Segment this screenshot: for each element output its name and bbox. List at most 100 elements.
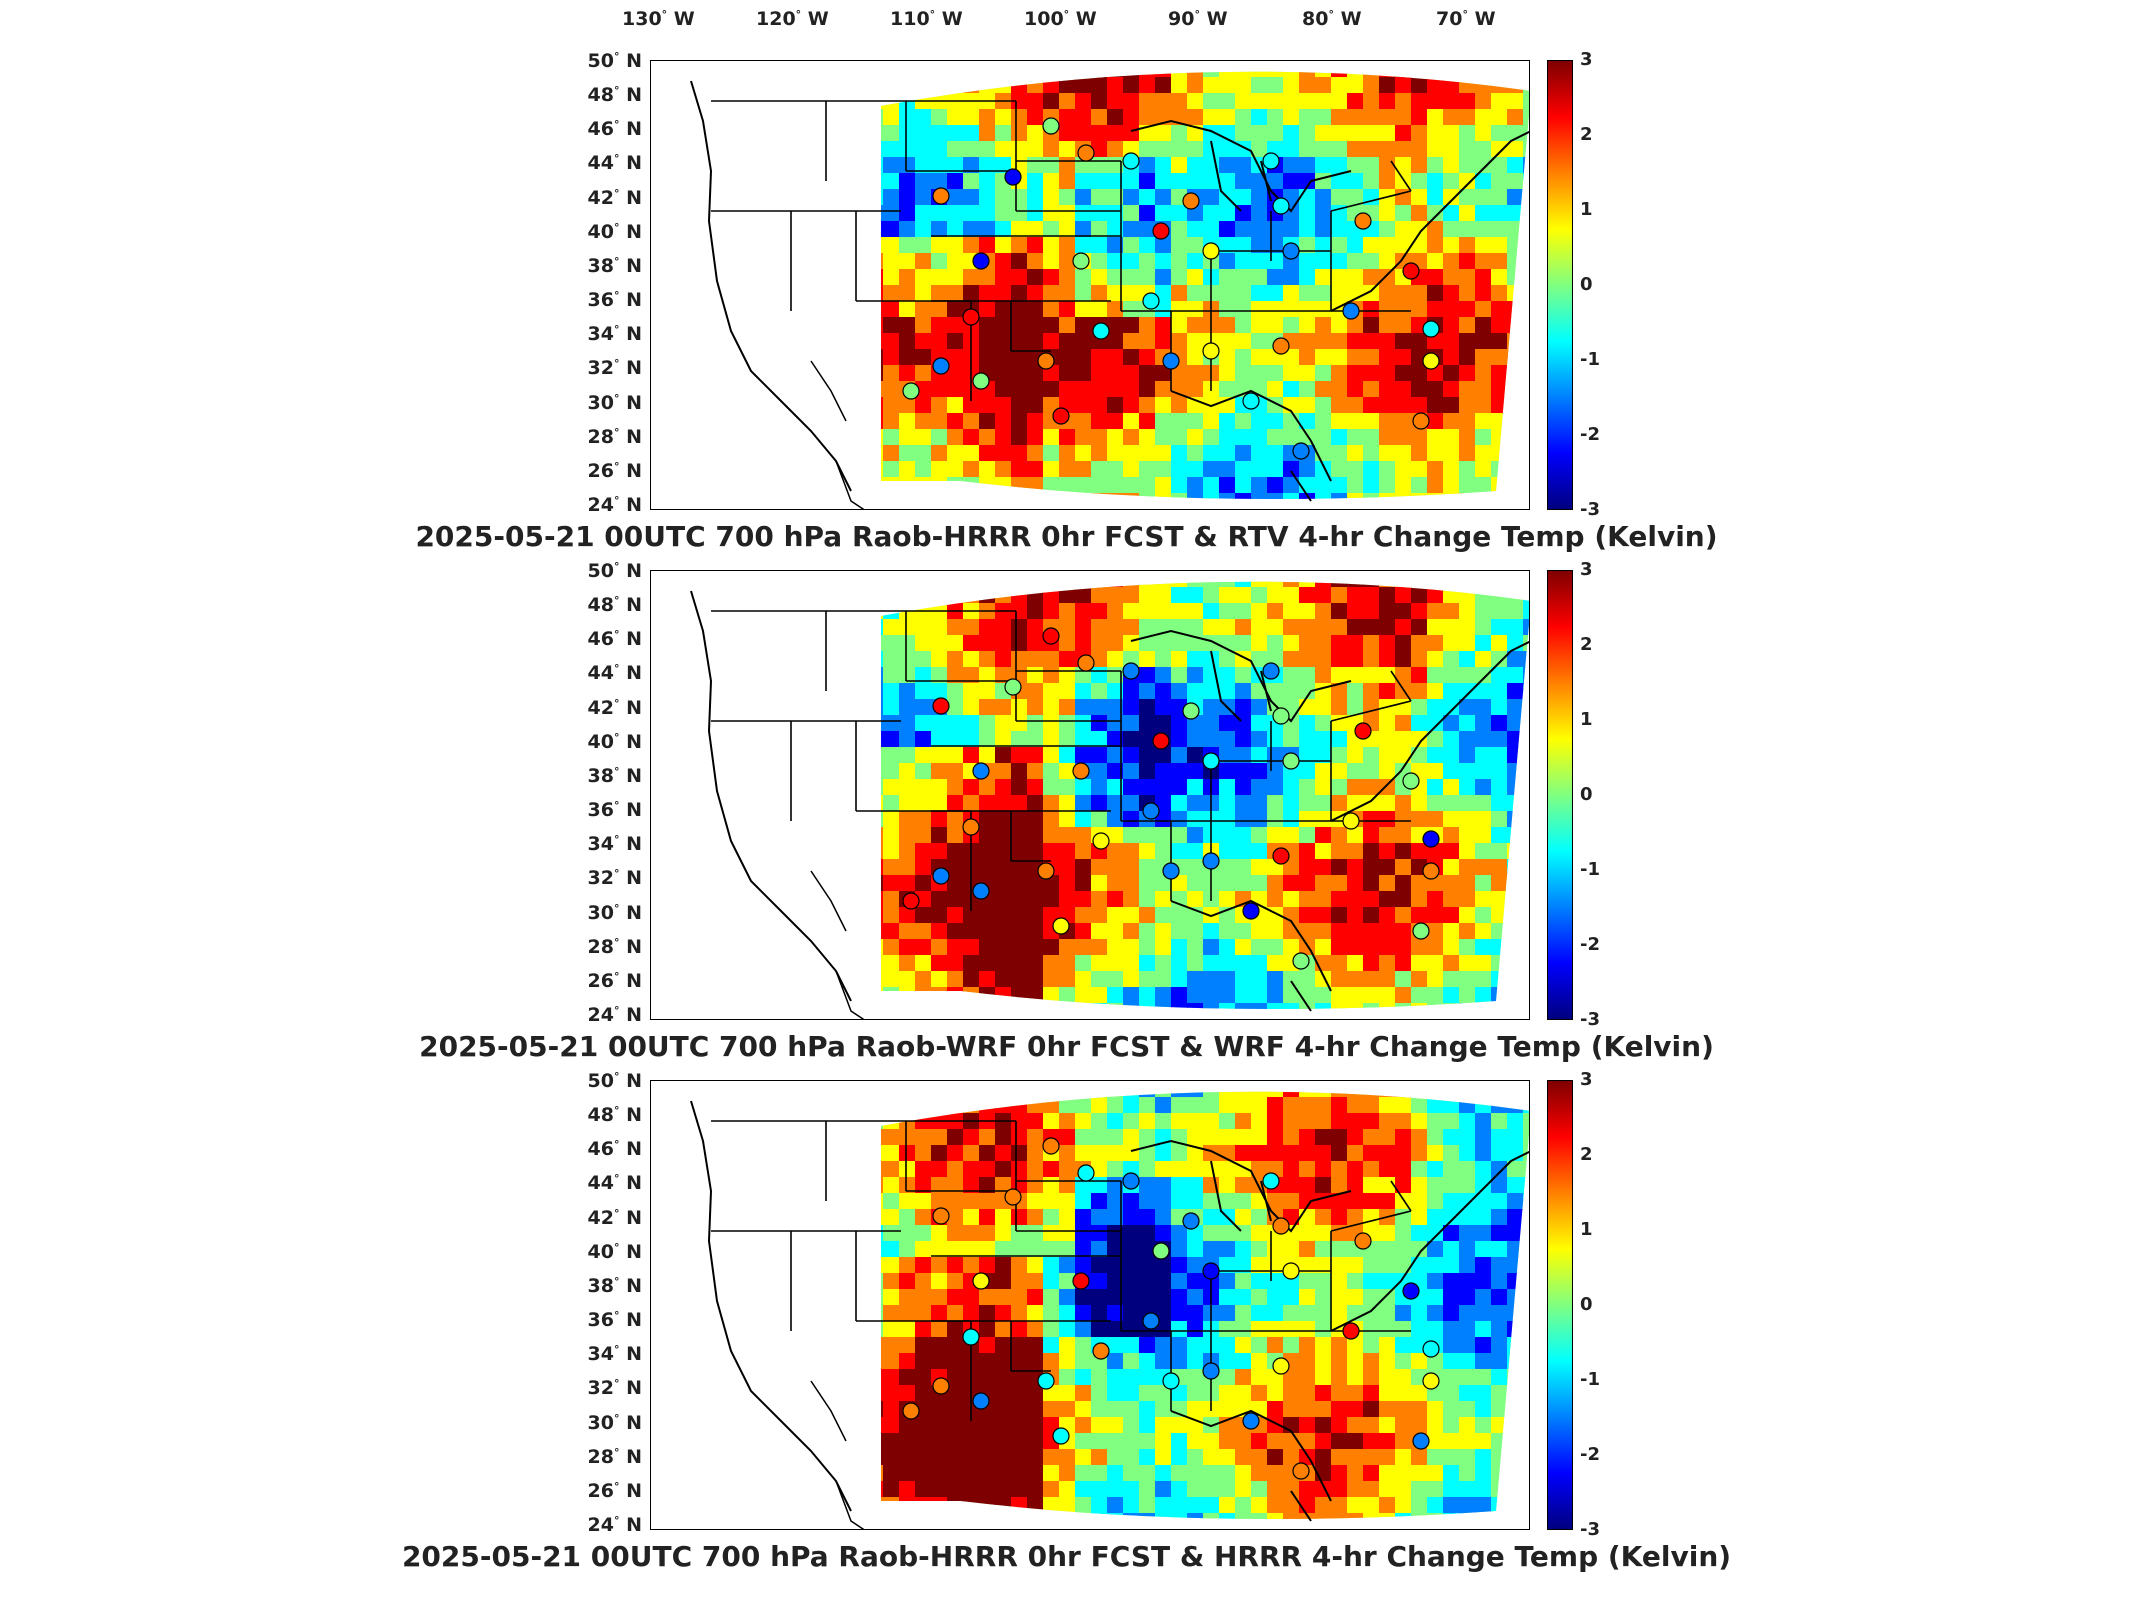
lat-label-26: 26° N	[587, 1479, 642, 1502]
raob-station-marker	[1342, 812, 1360, 830]
raob-station-marker	[1004, 168, 1022, 186]
raob-station-marker	[972, 882, 990, 900]
raob-station-marker	[1242, 392, 1260, 410]
raob-station-marker	[1092, 1342, 1110, 1360]
raob-station-marker	[1402, 262, 1420, 280]
raob-station-marker	[1072, 762, 1090, 780]
panel-title: 2025-05-21 00UTC 700 hPa Raob-WRF 0hr FC…	[419, 1030, 1714, 1063]
raob-station-marker	[1354, 212, 1372, 230]
lat-label-40: 40° N	[587, 1240, 642, 1263]
raob-station-marker	[1402, 1282, 1420, 1300]
raob-station-marker	[1342, 302, 1360, 320]
lat-label-38: 38° N	[587, 254, 642, 277]
raob-station-marker	[1412, 412, 1430, 430]
lat-label-48: 48° N	[587, 594, 642, 617]
raob-station-marker	[1182, 192, 1200, 210]
lat-label-40: 40° N	[587, 730, 642, 753]
lat-label-48: 48° N	[587, 1104, 642, 1127]
lat-label-28: 28° N	[587, 935, 642, 958]
raob-station-marker	[1262, 662, 1280, 680]
lat-label-32: 32° N	[587, 1377, 642, 1400]
raob-station-marker	[962, 308, 980, 326]
temperature-field	[881, 581, 1529, 1009]
raob-station-marker	[1422, 352, 1440, 370]
colorbar	[1547, 570, 1573, 1020]
raob-station-marker	[1422, 830, 1440, 848]
raob-station-marker	[1122, 662, 1140, 680]
temperature-map	[690, 71, 1529, 509]
lat-label-42: 42° N	[587, 696, 642, 719]
raob-station-marker	[1052, 407, 1070, 425]
lon-label-90: 90° W	[1168, 8, 1228, 30]
raob-station-marker	[972, 762, 990, 780]
lat-label-50: 50° N	[587, 1070, 642, 1092]
lat-label-44: 44° N	[587, 152, 642, 175]
raob-station-marker	[972, 1272, 990, 1290]
raob-station-marker	[1202, 752, 1220, 770]
colorbar	[1547, 1080, 1573, 1530]
colorbar-tick-3: 3	[1580, 1069, 1593, 1090]
raob-station-marker	[1272, 707, 1290, 725]
raob-station-marker	[1092, 322, 1110, 340]
raob-station-marker	[1272, 337, 1290, 355]
map-frame	[650, 1080, 1530, 1530]
raob-station-marker	[1152, 1242, 1170, 1260]
lon-label-130: 130° W	[622, 8, 695, 30]
lat-label-26: 26° N	[587, 459, 642, 482]
raob-station-marker	[1037, 862, 1055, 880]
temperature-field	[881, 1091, 1529, 1519]
map-panel-2: 50° N 48° N 46° N 44° N 42° N 40° N 38° N 36° N…	[0, 559, 2133, 1065]
raob-station-marker	[1182, 1212, 1200, 1230]
raob-station-marker	[1292, 952, 1310, 970]
raob-station-marker	[1202, 1362, 1220, 1380]
map-frame	[650, 60, 1530, 510]
colorbar-tick--3: -3	[1580, 1009, 1600, 1030]
colorbar-tick--2: -2	[1580, 934, 1600, 955]
borders	[690, 590, 1529, 1019]
colorbar-tick-0: 0	[1580, 784, 1593, 805]
colorbar-tick-1: 1	[1580, 1219, 1593, 1240]
raob-station-marker	[1142, 802, 1160, 820]
colorbar-tick--2: -2	[1580, 424, 1600, 445]
raob-station-marker	[1202, 852, 1220, 870]
longitude-axis: 130° W 120° W 110° W 100° W 90° W 80° W …	[0, 0, 2133, 40]
raob-station-marker	[1282, 242, 1300, 260]
lat-label-50: 50° N	[587, 50, 642, 72]
lat-label-34: 34° N	[587, 1343, 642, 1366]
raob-station-marker	[1092, 832, 1110, 850]
raob-station-marker	[902, 892, 920, 910]
lon-label-100: 100° W	[1024, 8, 1097, 30]
lon-label-70: 70° W	[1436, 8, 1496, 30]
lat-label-26: 26° N	[587, 969, 642, 992]
raob-station-marker	[932, 867, 950, 885]
raob-station-marker	[1077, 654, 1095, 672]
lat-label-46: 46° N	[587, 628, 642, 651]
raob-stations	[902, 1137, 1440, 1480]
lon-label-80: 80° W	[1302, 8, 1362, 30]
raob-station-marker	[1272, 197, 1290, 215]
lat-label-28: 28° N	[587, 425, 642, 448]
raob-station-marker	[932, 1207, 950, 1225]
lat-label-32: 32° N	[587, 357, 642, 380]
temperature-map	[690, 581, 1529, 1019]
raob-station-marker	[1412, 1432, 1430, 1450]
raob-station-marker	[1182, 702, 1200, 720]
lat-label-30: 30° N	[587, 391, 642, 414]
latitude-axis: 50° N 48° N 46° N 44° N 42° N 40° N 38° N 36° N…	[560, 1070, 642, 1536]
colorbar-tick--1: -1	[1580, 859, 1600, 880]
raob-station-marker	[1272, 847, 1290, 865]
lat-label-30: 30° N	[587, 1411, 642, 1434]
raob-station-marker	[1202, 1262, 1220, 1280]
raob-station-marker	[972, 1392, 990, 1410]
colorbar-tick-1: 1	[1580, 199, 1593, 220]
lat-label-24: 24° N	[587, 494, 642, 516]
raob-station-marker	[1072, 1272, 1090, 1290]
raob-station-marker	[962, 1328, 980, 1346]
latitude-axis: 50° N 48° N 46° N 44° N 42° N 40° N 38° N 36° N…	[560, 560, 642, 1026]
colorbar	[1547, 60, 1573, 510]
raob-station-marker	[902, 1402, 920, 1420]
raob-station-marker	[1422, 1372, 1440, 1390]
borders	[690, 1100, 1529, 1529]
raob-station-marker	[1042, 1137, 1060, 1155]
raob-station-marker	[1354, 722, 1372, 740]
